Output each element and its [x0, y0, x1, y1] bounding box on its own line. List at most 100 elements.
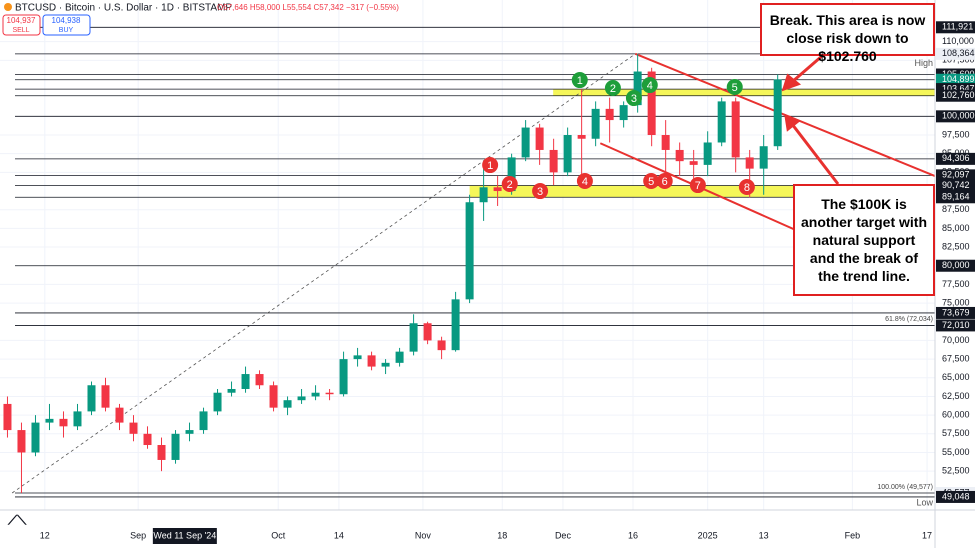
- price-tag-label: 102,760: [942, 90, 975, 100]
- marker-label: 1: [487, 160, 493, 172]
- ohlc: O57,646 H58,000 L55,554 C57,342 −317 (−0…: [217, 3, 399, 12]
- price-tag: [936, 73, 975, 86]
- candle-body: [227, 388, 236, 393]
- price-tag-label: 80,000: [942, 260, 970, 270]
- arrow-head: [784, 113, 801, 132]
- candle-body: [31, 422, 40, 453]
- candle-body: [17, 430, 26, 453]
- candle-body: [367, 355, 376, 367]
- candle-body: [3, 403, 12, 431]
- marker: [738, 179, 755, 196]
- candle-body: [465, 202, 474, 300]
- price-tag-label: 104,899: [942, 74, 975, 84]
- price-tag: [936, 191, 975, 204]
- candle-body: [675, 149, 684, 162]
- price-tag: [936, 110, 975, 123]
- marker: [482, 157, 499, 174]
- candle-body: [521, 127, 530, 158]
- logo: ⟋⟍: [7, 512, 27, 527]
- x-tick-label: 17: [922, 530, 932, 540]
- candle-body: [745, 157, 754, 169]
- sell-button[interactable]: [2, 14, 41, 36]
- marker: [656, 173, 673, 190]
- marker: [689, 177, 706, 194]
- price-tag-label: 90,742: [942, 180, 970, 190]
- x-tick-label: Dec: [555, 530, 572, 540]
- price-tag: [936, 89, 975, 102]
- x-tick-label: 2025: [698, 530, 718, 540]
- x-tick-label: Oct: [271, 530, 286, 540]
- x-tick-label: Sep: [130, 530, 146, 540]
- candle-body: [185, 430, 194, 434]
- buy-button[interactable]: [42, 14, 91, 36]
- candle-body: [731, 101, 740, 158]
- marker-label: 2: [507, 179, 513, 191]
- marker: [726, 78, 743, 95]
- candle-body: [129, 422, 138, 434]
- candle-body: [549, 149, 558, 173]
- y-tick-label: 60,000: [942, 410, 970, 420]
- marker-label: 6: [662, 176, 668, 188]
- candle-body: [717, 101, 726, 143]
- candle-body: [507, 157, 516, 192]
- symbol-icon: [4, 3, 12, 11]
- marker: [501, 176, 518, 193]
- candle-body: [409, 323, 418, 352]
- price-tag-label: 72,010: [942, 320, 970, 330]
- arrow: [790, 123, 840, 185]
- candle-body: [451, 299, 460, 351]
- candle-body: [605, 108, 614, 121]
- y-tick-label: 67,500: [942, 353, 970, 363]
- cursor-label: Wed 11 Sep '24: [153, 530, 216, 540]
- candle-body: [437, 340, 446, 351]
- x-tick-label: Feb: [845, 530, 861, 540]
- marker-label: 3: [631, 93, 637, 105]
- price-tag-note: Low: [916, 497, 933, 507]
- zone: [553, 89, 935, 96]
- buy-price: 104,938: [52, 16, 81, 25]
- marker: [643, 173, 660, 190]
- marker-label: 2: [610, 83, 616, 95]
- fib-label: 100.00% (49,577): [877, 484, 933, 491]
- marker-label: 8: [744, 182, 750, 194]
- x-tick-label: 13: [759, 530, 769, 540]
- price-tag-label: 103,647: [942, 83, 975, 93]
- marker-label: 4: [582, 176, 588, 188]
- candle-body: [563, 135, 572, 173]
- price-tag: [936, 21, 975, 34]
- marker-label: 5: [648, 176, 654, 188]
- price-tag: [936, 490, 975, 503]
- y-tick-label: 70,000: [942, 335, 970, 345]
- candle-body: [339, 359, 348, 395]
- y-tick-label: 87,500: [942, 204, 970, 214]
- price-tag: [936, 306, 975, 319]
- marker-label: 7: [695, 180, 701, 192]
- x-tick-label: 12: [40, 530, 50, 540]
- price-tag-label: 73,679: [942, 307, 970, 317]
- marker: [604, 80, 621, 97]
- candle-body: [59, 418, 68, 427]
- candle-body: [703, 142, 712, 165]
- candle-body: [241, 374, 250, 389]
- marker-label: 4: [647, 80, 653, 92]
- price-tag-label: 49,048: [942, 491, 970, 501]
- y-tick-label: 82,500: [942, 241, 970, 251]
- candle-body: [171, 433, 180, 460]
- candle-body: [591, 108, 600, 139]
- candle-body: [115, 407, 124, 423]
- arrow: [791, 54, 823, 84]
- candle-body: [773, 79, 782, 147]
- candle-body: [283, 400, 292, 408]
- fib-label: 61.8% (72,034): [885, 316, 933, 323]
- arrows: [781, 54, 840, 185]
- price-tag-note: High: [914, 58, 933, 68]
- y-tick-label: 110,000: [942, 36, 974, 46]
- candle-body: [479, 187, 488, 203]
- candle-body: [157, 445, 166, 460]
- candle-body: [45, 418, 54, 423]
- callout: Break. This area is now close risk down …: [760, 3, 935, 64]
- candle-body: [73, 411, 82, 427]
- candle-body: [101, 385, 110, 408]
- candle-body: [87, 385, 96, 412]
- candle-body: [689, 161, 698, 165]
